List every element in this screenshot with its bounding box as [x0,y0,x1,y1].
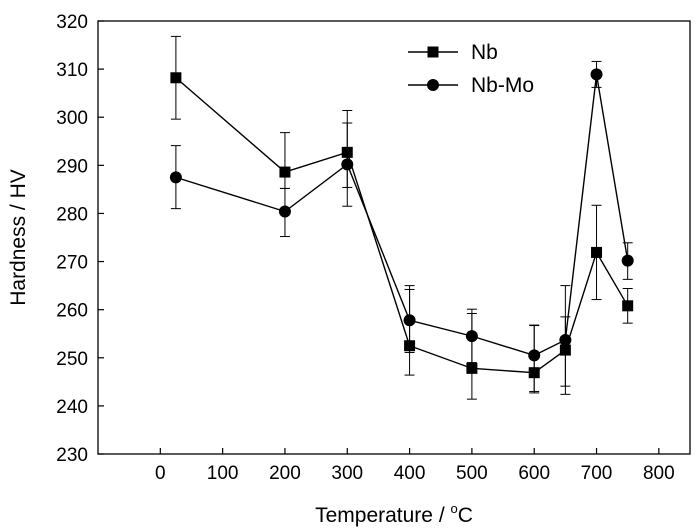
data-point [170,72,182,84]
y-axis-label: Hardness / HV [7,169,30,306]
x-tick-label: 200 [269,463,301,484]
x-tick-label: 500 [456,463,488,484]
data-point [465,330,478,343]
y-tick-label: 240 [56,397,88,418]
data-point [528,349,541,362]
data-point [341,158,354,171]
data-point [622,300,634,312]
x-tick-label: 800 [643,463,675,484]
legend-item-nb: Nb [408,41,498,64]
data-point [169,171,182,184]
x-tick-label: 700 [581,463,613,484]
y-tick-label: 320 [56,12,88,33]
y-tick-label: 290 [56,156,88,177]
series-nb-mo [169,60,634,394]
x-axis-label-degree: o [451,501,458,516]
y-tick-label: 250 [56,349,88,370]
x-tick-label: 0 [155,463,166,484]
legend-item-nb-mo: Nb-Mo [408,74,534,97]
x-tick-label: 400 [394,463,426,484]
data-point [466,362,478,374]
y-tick-label: 310 [56,60,88,81]
series-line-nb [175,77,629,374]
legend-label: Nb-Mo [471,74,534,97]
legend: Nb Nb-Mo [408,41,534,97]
plot-frame [97,20,691,455]
data-point [591,246,603,258]
data-point [590,68,603,81]
legend-marker [427,79,439,91]
series-line-nb-mo [175,74,629,357]
y-tick-label: 300 [56,108,88,129]
series-layer [169,35,634,400]
y-tick-label: 260 [56,301,88,322]
y-tick-label: 230 [56,445,88,466]
y-tick-label: 280 [56,204,88,225]
x-axis-label-unit: C [458,504,473,527]
data-point [278,205,291,218]
x-tick-label: 300 [331,463,363,484]
y-tick-label: 270 [56,253,88,274]
legend-label: Nb [471,41,498,64]
x-tick-label: 100 [207,463,239,484]
data-point [559,333,572,346]
legend-marker [427,46,439,58]
x-axis-label-text: Temperature / [315,504,450,527]
plot-border [97,20,691,455]
x-tick-label: 600 [518,463,550,484]
data-point [403,314,416,327]
axis-ticks: 0 100 200 300 400 500 600 700 800 230 240 250 260 270… [56,12,674,484]
x-axis-label: Temperature / oC [315,501,473,527]
data-point [279,166,291,178]
data-point [621,254,634,267]
